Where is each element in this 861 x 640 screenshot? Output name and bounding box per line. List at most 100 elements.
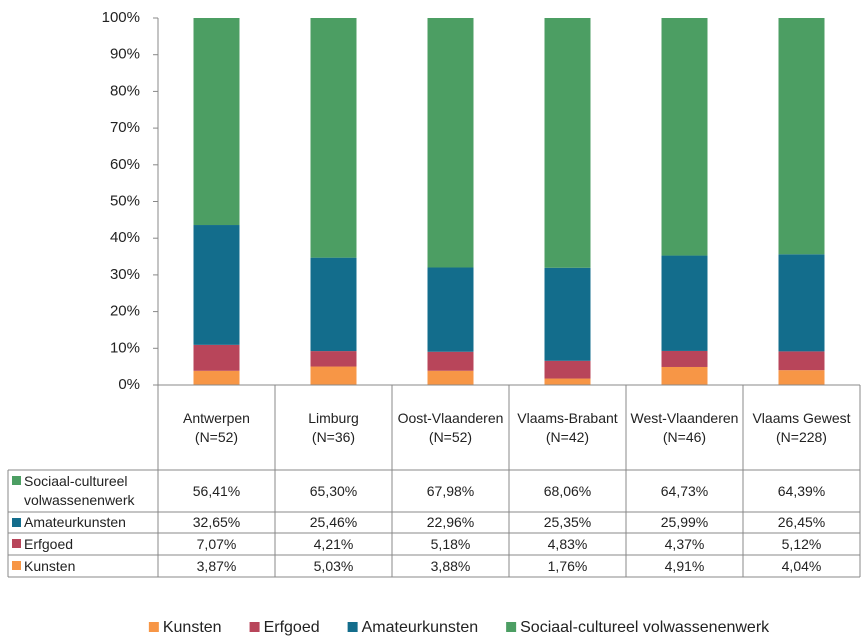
y-tick-label: 50% bbox=[110, 192, 140, 209]
legend-swatch bbox=[12, 518, 21, 527]
data-label-text: 3,88% bbox=[430, 557, 471, 574]
data-label-cell: 26,45% bbox=[777, 514, 826, 531]
table-row-label-cell: Erfgoed bbox=[8, 533, 158, 555]
data-label: 1,76% bbox=[509, 555, 626, 577]
x-tick-label: Vlaams Gewest (N=228) bbox=[743, 385, 860, 470]
y-tick-label: 70% bbox=[110, 119, 140, 136]
data-label: 67,98% bbox=[392, 470, 509, 512]
y-tick-label: 40% bbox=[110, 229, 140, 246]
data-label-cell: 3,88% bbox=[430, 557, 471, 574]
data-label: 25,99% bbox=[626, 512, 743, 533]
bar-segment bbox=[544, 267, 591, 361]
y-tick-label: 0% bbox=[118, 376, 140, 393]
y-tick-label: 30% bbox=[110, 266, 140, 283]
table-row-label: Erfgoed bbox=[8, 533, 158, 555]
x-tick-label: Antwerpen (N=52) bbox=[158, 385, 275, 470]
bar-segment bbox=[778, 370, 825, 385]
x-tick-label-cell: West-Vlaanderen (N=46) bbox=[626, 385, 743, 470]
bar-segment bbox=[544, 360, 591, 379]
legend-swatch bbox=[148, 622, 159, 632]
data-label-text: 65,30% bbox=[309, 482, 358, 499]
table-row-label-text: Sociaal-cultureel volwassenenwerk bbox=[24, 473, 135, 508]
bar-segment bbox=[778, 18, 825, 255]
x-tick-label: Oost-Vlaanderen (N=52) bbox=[392, 385, 509, 470]
data-label-cell: 25,35% bbox=[544, 514, 591, 530]
x-tick-label-cell: Vlaams Gewest (N=228) bbox=[743, 385, 860, 470]
x-tick-label: Vlaams-Brabant (N=42) bbox=[509, 385, 626, 470]
data-label-text: 22,96% bbox=[426, 514, 475, 531]
data-label: 4,83% bbox=[509, 533, 626, 555]
bar-segment bbox=[427, 351, 474, 371]
data-label: 64,39% bbox=[743, 470, 860, 512]
x-tick-label-text: Antwerpen (N=52) bbox=[183, 409, 250, 445]
data-label-cell: 22,96% bbox=[426, 514, 475, 531]
data-label-cell: 7,07% bbox=[196, 535, 237, 552]
x-tick-label: West-Vlaanderen (N=46) bbox=[626, 385, 743, 470]
bar-segment bbox=[310, 18, 357, 258]
data-label-text: 32,65% bbox=[192, 514, 241, 531]
y-tick-label: 100% bbox=[102, 9, 140, 26]
data-label-cell: 5,18% bbox=[430, 535, 471, 552]
bar-segment bbox=[193, 344, 240, 371]
bar-segment bbox=[427, 18, 474, 268]
table-row-label-cell: Amateurkunsten bbox=[12, 514, 126, 531]
data-label-cell: 25,99% bbox=[626, 512, 743, 533]
bar-segment bbox=[661, 255, 708, 351]
data-label: 4,04% bbox=[743, 555, 860, 577]
data-label-text: 5,12% bbox=[781, 535, 822, 552]
data-label-cell: 3,87% bbox=[196, 557, 237, 574]
data-label-text: 56,41% bbox=[192, 482, 241, 499]
x-tick-label-text: West-Vlaanderen (N=46) bbox=[630, 409, 739, 445]
bar-segment bbox=[193, 18, 240, 226]
data-label-text: 4,21% bbox=[313, 535, 354, 552]
data-label-cell: 4,04% bbox=[743, 555, 860, 577]
data-label-cell: 68,06% bbox=[509, 470, 626, 512]
table-row-label: Sociaal-cultureel volwassenenwerk bbox=[8, 470, 158, 512]
bar-segment bbox=[661, 18, 708, 256]
data-label-cell: 67,98% bbox=[392, 470, 509, 512]
data-label-text: 64,73% bbox=[660, 482, 709, 499]
data-label-cell: 4,91% bbox=[665, 558, 705, 574]
data-label-text: 25,46% bbox=[309, 514, 358, 531]
data-label-text: 64,39% bbox=[777, 482, 826, 499]
x-tick-label-cell: Oost-Vlaanderen (N=52) bbox=[392, 385, 509, 470]
legend-swatch bbox=[12, 561, 21, 570]
data-label-text: 4,83% bbox=[547, 535, 588, 552]
legend-label: Amateurkunsten bbox=[362, 619, 479, 636]
data-label-cell: 64,39% bbox=[743, 470, 860, 512]
data-label-text: 4,37% bbox=[664, 535, 705, 552]
data-label-text: 67,98% bbox=[426, 482, 475, 499]
data-label: 68,06% bbox=[509, 470, 626, 512]
data-label-cell: 5,12% bbox=[781, 535, 822, 552]
bar-segment bbox=[544, 378, 591, 385]
legend: Kunsten Erfgoed Amateurkunsten Sociaal-cult… bbox=[148, 619, 770, 636]
data-label-text: 7,07% bbox=[196, 535, 237, 552]
data-label-text: 1,76% bbox=[547, 557, 588, 574]
bar-segment bbox=[427, 267, 474, 352]
data-label: 64,73% bbox=[626, 470, 743, 512]
bar-segment bbox=[778, 351, 825, 371]
data-label-cell: 65,30% bbox=[275, 470, 392, 512]
data-label-cell: 25,46% bbox=[275, 512, 392, 533]
x-tick-label-text: Oost-Vlaanderen (N=52) bbox=[397, 409, 504, 445]
legend-swatch bbox=[249, 622, 260, 632]
data-label-cell: 4,37% bbox=[664, 535, 705, 552]
y-tick-label: 20% bbox=[110, 303, 140, 320]
data-label: 65,30% bbox=[275, 470, 392, 512]
y-tick-label: 90% bbox=[110, 46, 140, 63]
data-label-text: 5,18% bbox=[430, 535, 471, 552]
table-row-label-text: Amateurkunsten bbox=[24, 514, 126, 531]
table-row-label-text: Kunsten bbox=[24, 557, 76, 574]
data-label-text: 5,03% bbox=[313, 557, 354, 574]
legend-label: Sociaal-cultureel volwassenenwerk bbox=[520, 619, 770, 636]
data-label-text: 26,45% bbox=[777, 514, 826, 531]
data-label-text: 4,04% bbox=[781, 557, 822, 574]
legend-swatch bbox=[12, 476, 21, 485]
data-label: 25,46% bbox=[275, 512, 392, 533]
table-row-label: Kunsten bbox=[8, 555, 158, 577]
bar-segment bbox=[661, 366, 708, 385]
data-label-cell: 32,65% bbox=[192, 514, 241, 531]
x-tick-label-text: Vlaams Gewest (N=228) bbox=[752, 409, 851, 445]
data-label-text: 3,87% bbox=[196, 557, 237, 574]
